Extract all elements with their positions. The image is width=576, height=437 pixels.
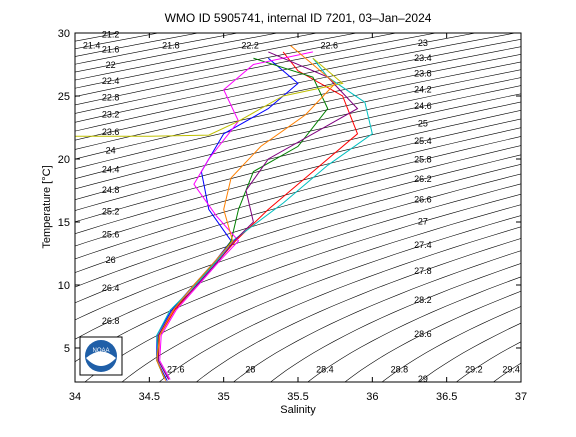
x-tick-label: 36.5	[436, 391, 457, 403]
y-tick-label: 30	[58, 28, 70, 40]
contour-label: 29.4	[502, 364, 520, 374]
contour-label: 28	[245, 364, 255, 374]
x-tick-label: 35	[218, 391, 230, 403]
contour-label: 22.2	[241, 41, 259, 51]
contour-label: 25.6	[102, 230, 120, 240]
contour-label: 24.8	[102, 185, 120, 195]
x-tick-label: 35.5	[287, 391, 308, 403]
contour-label: 26	[106, 255, 116, 265]
contour-label: 23.8	[414, 69, 432, 79]
contour-label: 24	[106, 145, 116, 155]
contour-label: 27.8	[414, 266, 432, 276]
contour-label: 26.4	[102, 283, 120, 293]
contour-label: 28.6	[414, 329, 432, 339]
contour-label: 29	[418, 374, 428, 384]
y-tick-label: 20	[58, 154, 70, 166]
contour-label: 22.6	[321, 41, 339, 51]
y-tick-label: 5	[64, 343, 70, 355]
contour-label: 26.2	[414, 174, 432, 184]
contour-label: 25.2	[102, 206, 120, 216]
contour-label: 28.2	[414, 295, 432, 305]
contour-label: 28.4	[316, 364, 334, 374]
x-tick-label: 34	[69, 391, 81, 403]
contour-label: 25.4	[414, 136, 432, 146]
contour-label: 22.4	[102, 76, 120, 86]
contour-label: 27.6	[167, 364, 185, 374]
contour-label: 24.4	[102, 165, 120, 175]
x-tick-label: 34.5	[139, 391, 160, 403]
logo-text: NOAA	[92, 348, 109, 354]
y-tick-label: 25	[58, 91, 70, 103]
contour-label: 25	[418, 118, 428, 128]
contour-label: 21.6	[102, 45, 120, 55]
contour-label: 23.6	[102, 127, 120, 137]
contour-label: 22.8	[102, 92, 120, 102]
contour-label: 24.6	[414, 101, 432, 111]
contour-label: 24.2	[414, 85, 432, 95]
contour-label: 21.8	[162, 41, 180, 51]
y-tick-label: 10	[58, 280, 70, 292]
contour-label: 22	[106, 60, 116, 70]
y-axis-label: Temperature [°C]	[41, 165, 53, 248]
contour-label: 25.8	[414, 155, 432, 165]
contour-label: 23.2	[102, 109, 120, 119]
contour-label: 27	[418, 217, 428, 227]
chart-title: WMO ID 5905741, internal ID 7201, 03–Jan…	[165, 11, 432, 25]
contour-label: 28.8	[391, 364, 409, 374]
x-tick-label: 36	[366, 391, 378, 403]
contour-label: 29.2	[465, 364, 483, 374]
x-tick-label: 37	[515, 391, 527, 403]
x-axis-label: Salinity	[280, 404, 316, 416]
contour-label: 21.4	[83, 41, 101, 51]
noaa-logo: NOAA	[80, 337, 122, 375]
contour-label: 23.4	[414, 53, 432, 63]
contour-label: 27.4	[414, 240, 432, 250]
contour-label: 26.6	[414, 195, 432, 205]
y-tick-label: 15	[58, 217, 70, 229]
contour-label: 23	[418, 38, 428, 48]
contour-label: 21.2	[102, 30, 120, 40]
contour-label: 26.8	[102, 316, 120, 326]
